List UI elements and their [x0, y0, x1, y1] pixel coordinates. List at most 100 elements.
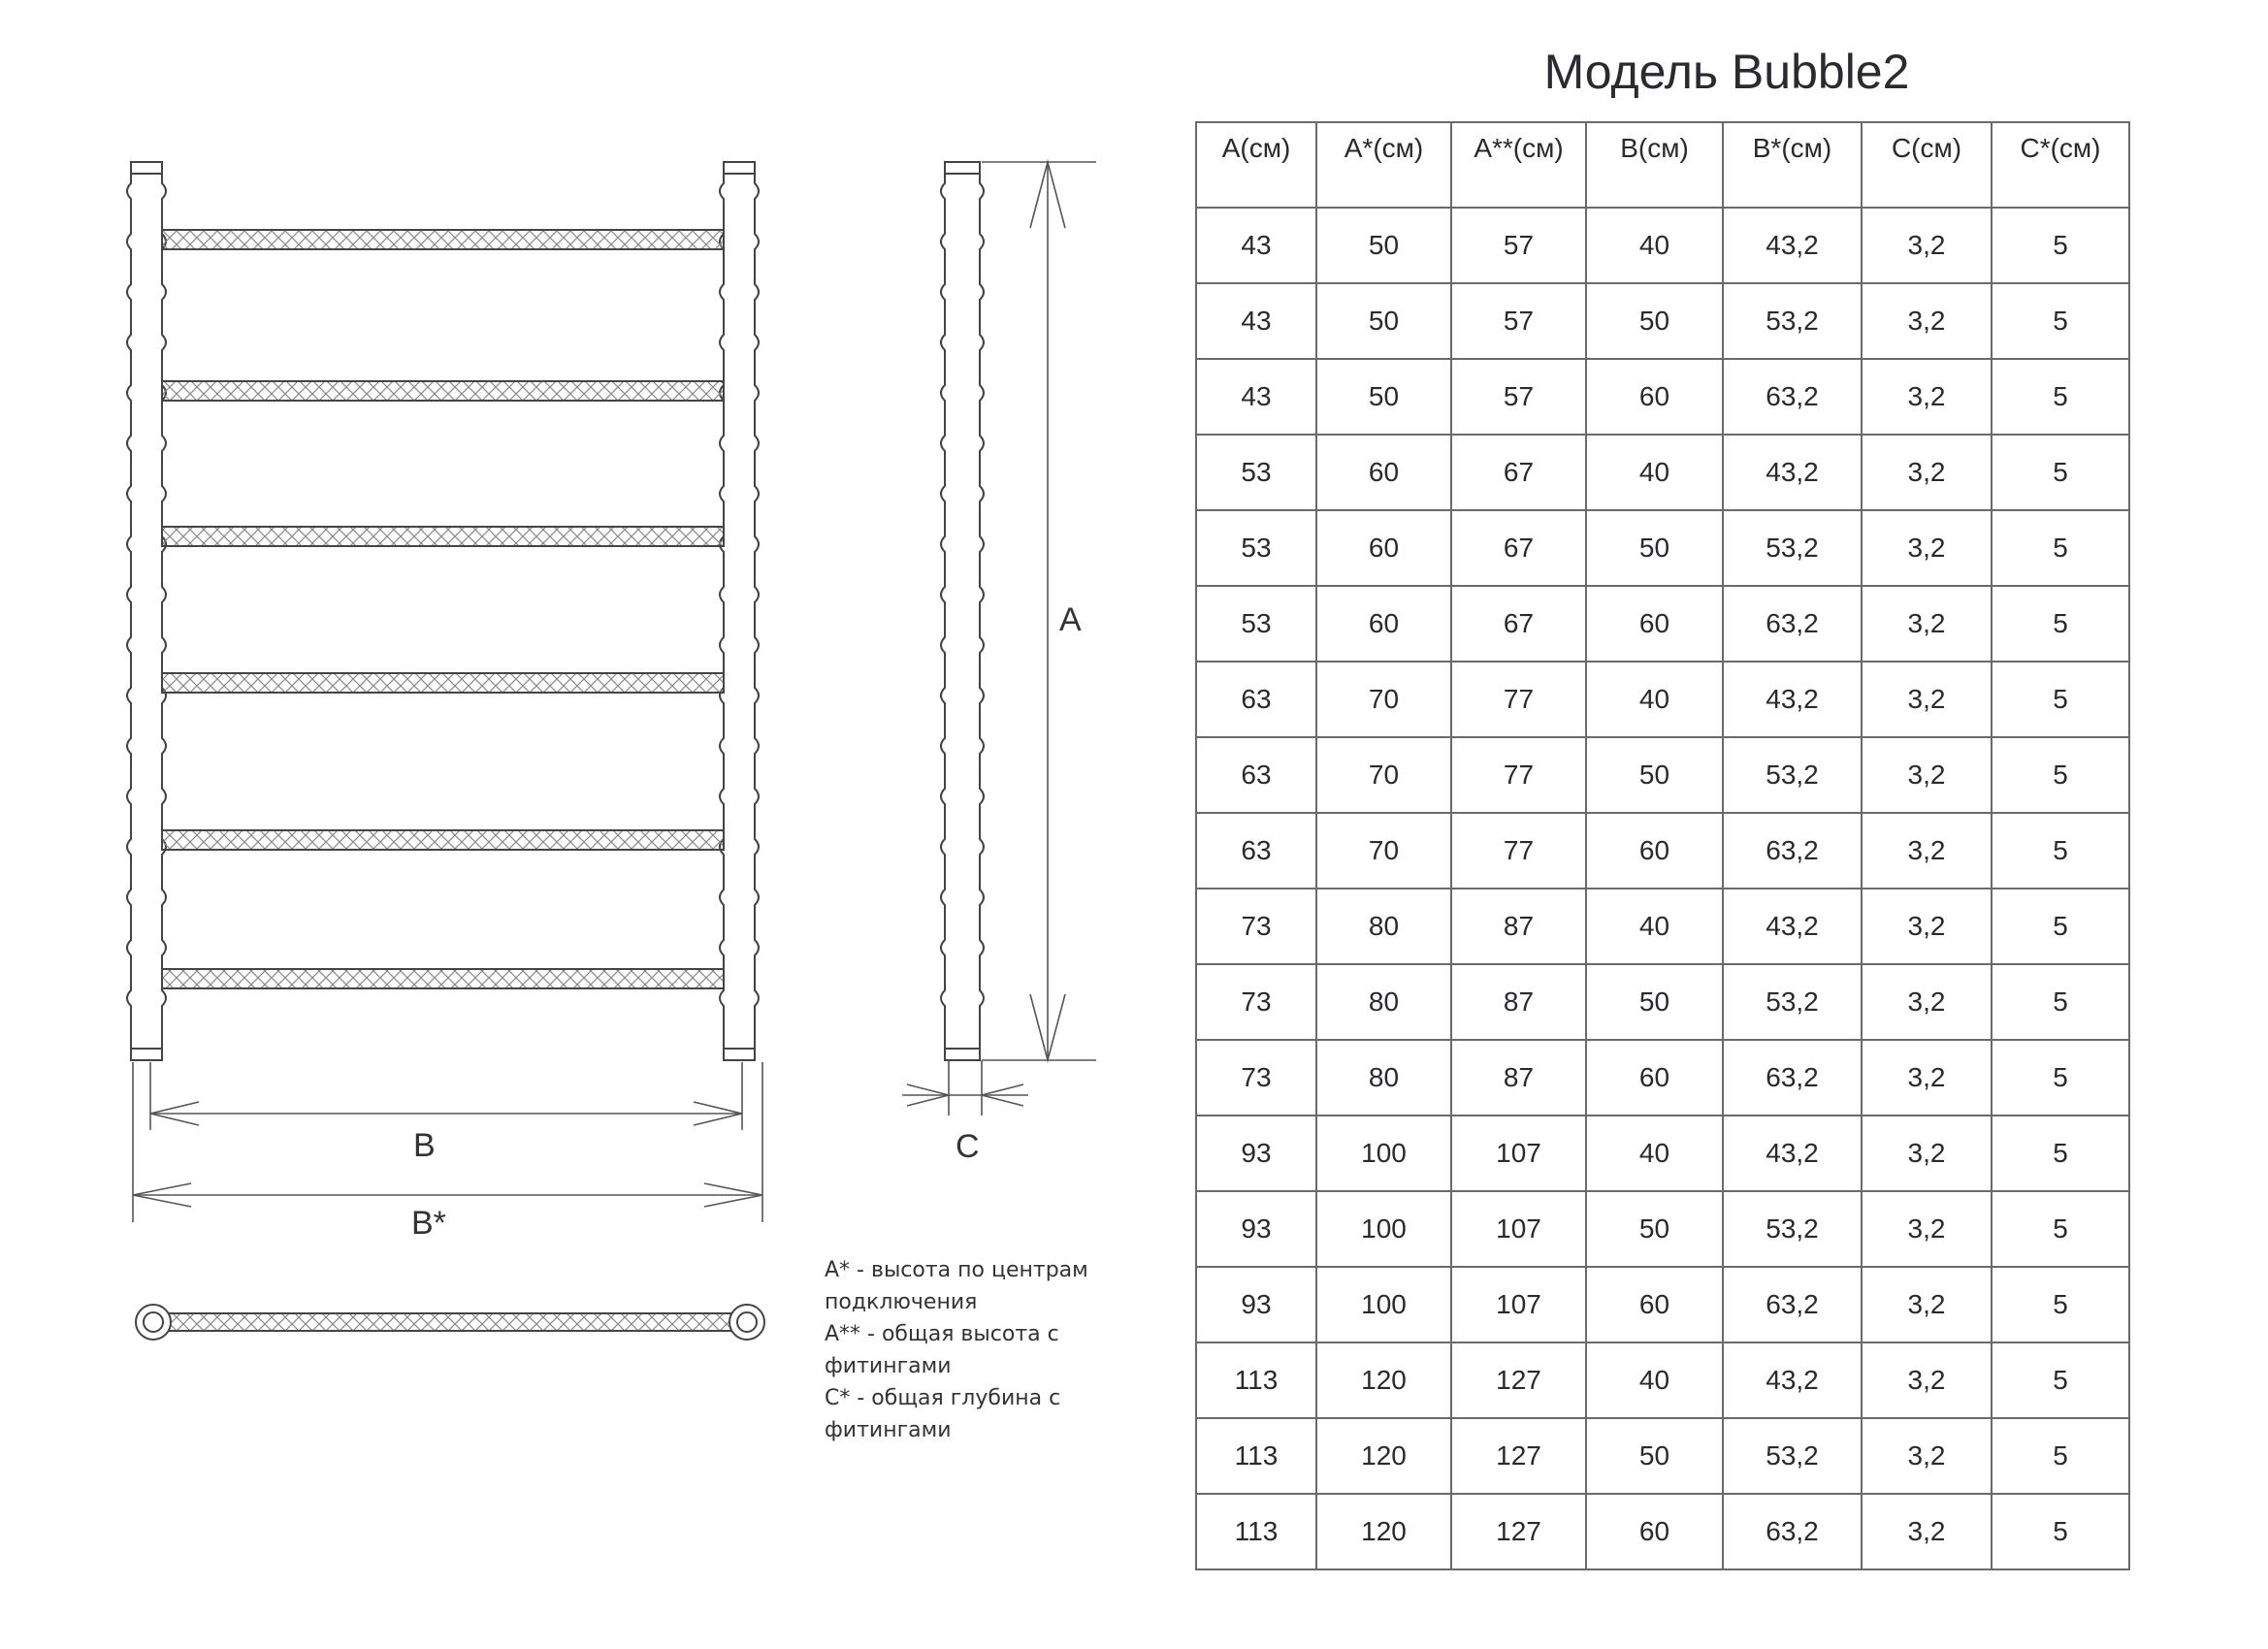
- table-cell: 63,2: [1722, 1266, 1863, 1343]
- table-cell: 93: [1195, 1190, 1317, 1268]
- table-cell: 43,2: [1722, 207, 1863, 284]
- table-cell: 5: [1991, 812, 2130, 889]
- table-cell: 57: [1450, 282, 1587, 360]
- dimension-label-a: A: [1059, 601, 1082, 638]
- table-cell: 3,2: [1861, 1115, 1993, 1192]
- table-row: 113 120 127 40 43,2 3,2 5: [1195, 1342, 2130, 1419]
- dimension-label-b-star: B*: [411, 1205, 446, 1242]
- table-cell: 60: [1315, 585, 1452, 663]
- table-cell: 53,2: [1722, 509, 1863, 587]
- table-cell: 77: [1450, 736, 1587, 814]
- table-row: 113 120 127 50 53,2 3,2 5: [1195, 1417, 2130, 1495]
- table-cell: 5: [1991, 509, 2130, 587]
- table-cell: 5: [1991, 1493, 2130, 1570]
- table-cell: 73: [1195, 1039, 1317, 1116]
- rail-bar: [161, 229, 725, 250]
- table-cell: 113: [1195, 1342, 1317, 1419]
- table-cell: 60: [1585, 812, 1724, 889]
- table-cell: 5: [1991, 1266, 2130, 1343]
- column-header: C(см): [1861, 121, 1993, 209]
- table-cell: 5: [1991, 434, 2130, 511]
- table-cell: 53,2: [1722, 1417, 1863, 1495]
- table-cell: 63,2: [1722, 585, 1863, 663]
- side-view: [940, 161, 985, 1061]
- table-cell: 3,2: [1861, 1266, 1993, 1343]
- rail-bar: [161, 672, 725, 694]
- table-cell: 5: [1991, 585, 2130, 663]
- table-cell: 63: [1195, 736, 1317, 814]
- table-cell: 80: [1315, 888, 1452, 965]
- table-cell: 107: [1450, 1115, 1587, 1192]
- table-cell: 5: [1991, 661, 2130, 738]
- column-header: A*(см): [1315, 121, 1452, 209]
- rail-bar: [161, 829, 725, 851]
- rail-bar: [161, 526, 725, 547]
- table-cell: 127: [1450, 1417, 1587, 1495]
- table-cell: 127: [1450, 1493, 1587, 1570]
- post-outline: [161, 174, 167, 1049]
- table-cell: 53,2: [1722, 963, 1863, 1041]
- column-header: A(см): [1195, 121, 1317, 209]
- table-cell: 3,2: [1861, 509, 1993, 587]
- table-cell: 53,2: [1722, 736, 1863, 814]
- table-cell: 53,2: [1722, 1190, 1863, 1268]
- table-cell: 5: [1991, 282, 2130, 360]
- post-cap: [130, 161, 163, 175]
- table-cell: 40: [1585, 661, 1724, 738]
- table-row: 63 70 77 50 53,2 3,2 5: [1195, 736, 2130, 814]
- table-cell: 107: [1450, 1266, 1587, 1343]
- table-cell: 3,2: [1861, 282, 1993, 360]
- table-cell: 5: [1991, 1342, 2130, 1419]
- post-outline: [979, 174, 985, 1049]
- table-cell: 63,2: [1722, 358, 1863, 436]
- table-cell: 127: [1450, 1342, 1587, 1419]
- table-cell: 120: [1315, 1493, 1452, 1570]
- table-cell: 73: [1195, 888, 1317, 965]
- table-cell: 50: [1315, 207, 1452, 284]
- table-cell: 53: [1195, 434, 1317, 511]
- post-cap: [944, 161, 981, 175]
- note-a-star: A* - высота по центрам подключения: [825, 1258, 1088, 1314]
- note-c-star: C* - общая глубина с фитингами: [825, 1386, 1061, 1442]
- table-cell: 107: [1450, 1190, 1587, 1268]
- table-cell: 63,2: [1722, 1039, 1863, 1116]
- table-cell: 5: [1991, 1190, 2130, 1268]
- table-cell: 70: [1315, 736, 1452, 814]
- table-cell: 3,2: [1861, 1190, 1993, 1268]
- table-cell: 40: [1585, 1115, 1724, 1192]
- table-cell: 3,2: [1861, 888, 1993, 965]
- table-cell: 60: [1585, 1266, 1724, 1343]
- rail-bar: [161, 968, 725, 989]
- table-cell: 3,2: [1861, 358, 1993, 436]
- table-cell: 87: [1450, 888, 1587, 965]
- post-cap: [944, 1048, 981, 1061]
- table-cell: 43,2: [1722, 1342, 1863, 1419]
- table-cell: 50: [1585, 282, 1724, 360]
- column-header: B*(см): [1722, 121, 1863, 209]
- table-cell: 67: [1450, 585, 1587, 663]
- table-cell: 43: [1195, 358, 1317, 436]
- table-row: 53 60 67 40 43,2 3,2 5: [1195, 434, 2130, 511]
- table-row: 93 100 107 40 43,2 3,2 5: [1195, 1115, 2130, 1192]
- table-row: 73 80 87 40 43,2 3,2 5: [1195, 888, 2130, 965]
- table-cell: 43,2: [1722, 661, 1863, 738]
- table-cell: 5: [1991, 963, 2130, 1041]
- post-outline: [719, 174, 725, 1049]
- table-cell: 67: [1450, 434, 1587, 511]
- table-cell: 113: [1195, 1417, 1317, 1495]
- post-cap: [723, 161, 756, 175]
- table-row: 73 80 87 50 53,2 3,2 5: [1195, 963, 2130, 1041]
- table-row: 43 50 57 40 43,2 3,2 5: [1195, 207, 2130, 284]
- table-cell: 53: [1195, 585, 1317, 663]
- table-cell: 60: [1585, 358, 1724, 436]
- table-cell: 40: [1585, 207, 1724, 284]
- table-cell: 50: [1585, 1417, 1724, 1495]
- table-row: 93 100 107 50 53,2 3,2 5: [1195, 1190, 2130, 1268]
- table-cell: 70: [1315, 812, 1452, 889]
- table-cell: 67: [1450, 509, 1587, 587]
- table-cell: 3,2: [1861, 963, 1993, 1041]
- table-cell: 50: [1315, 358, 1452, 436]
- table-row: 63 70 77 40 43,2 3,2 5: [1195, 661, 2130, 738]
- post-cap: [130, 1048, 163, 1061]
- table-cell: 5: [1991, 1417, 2130, 1495]
